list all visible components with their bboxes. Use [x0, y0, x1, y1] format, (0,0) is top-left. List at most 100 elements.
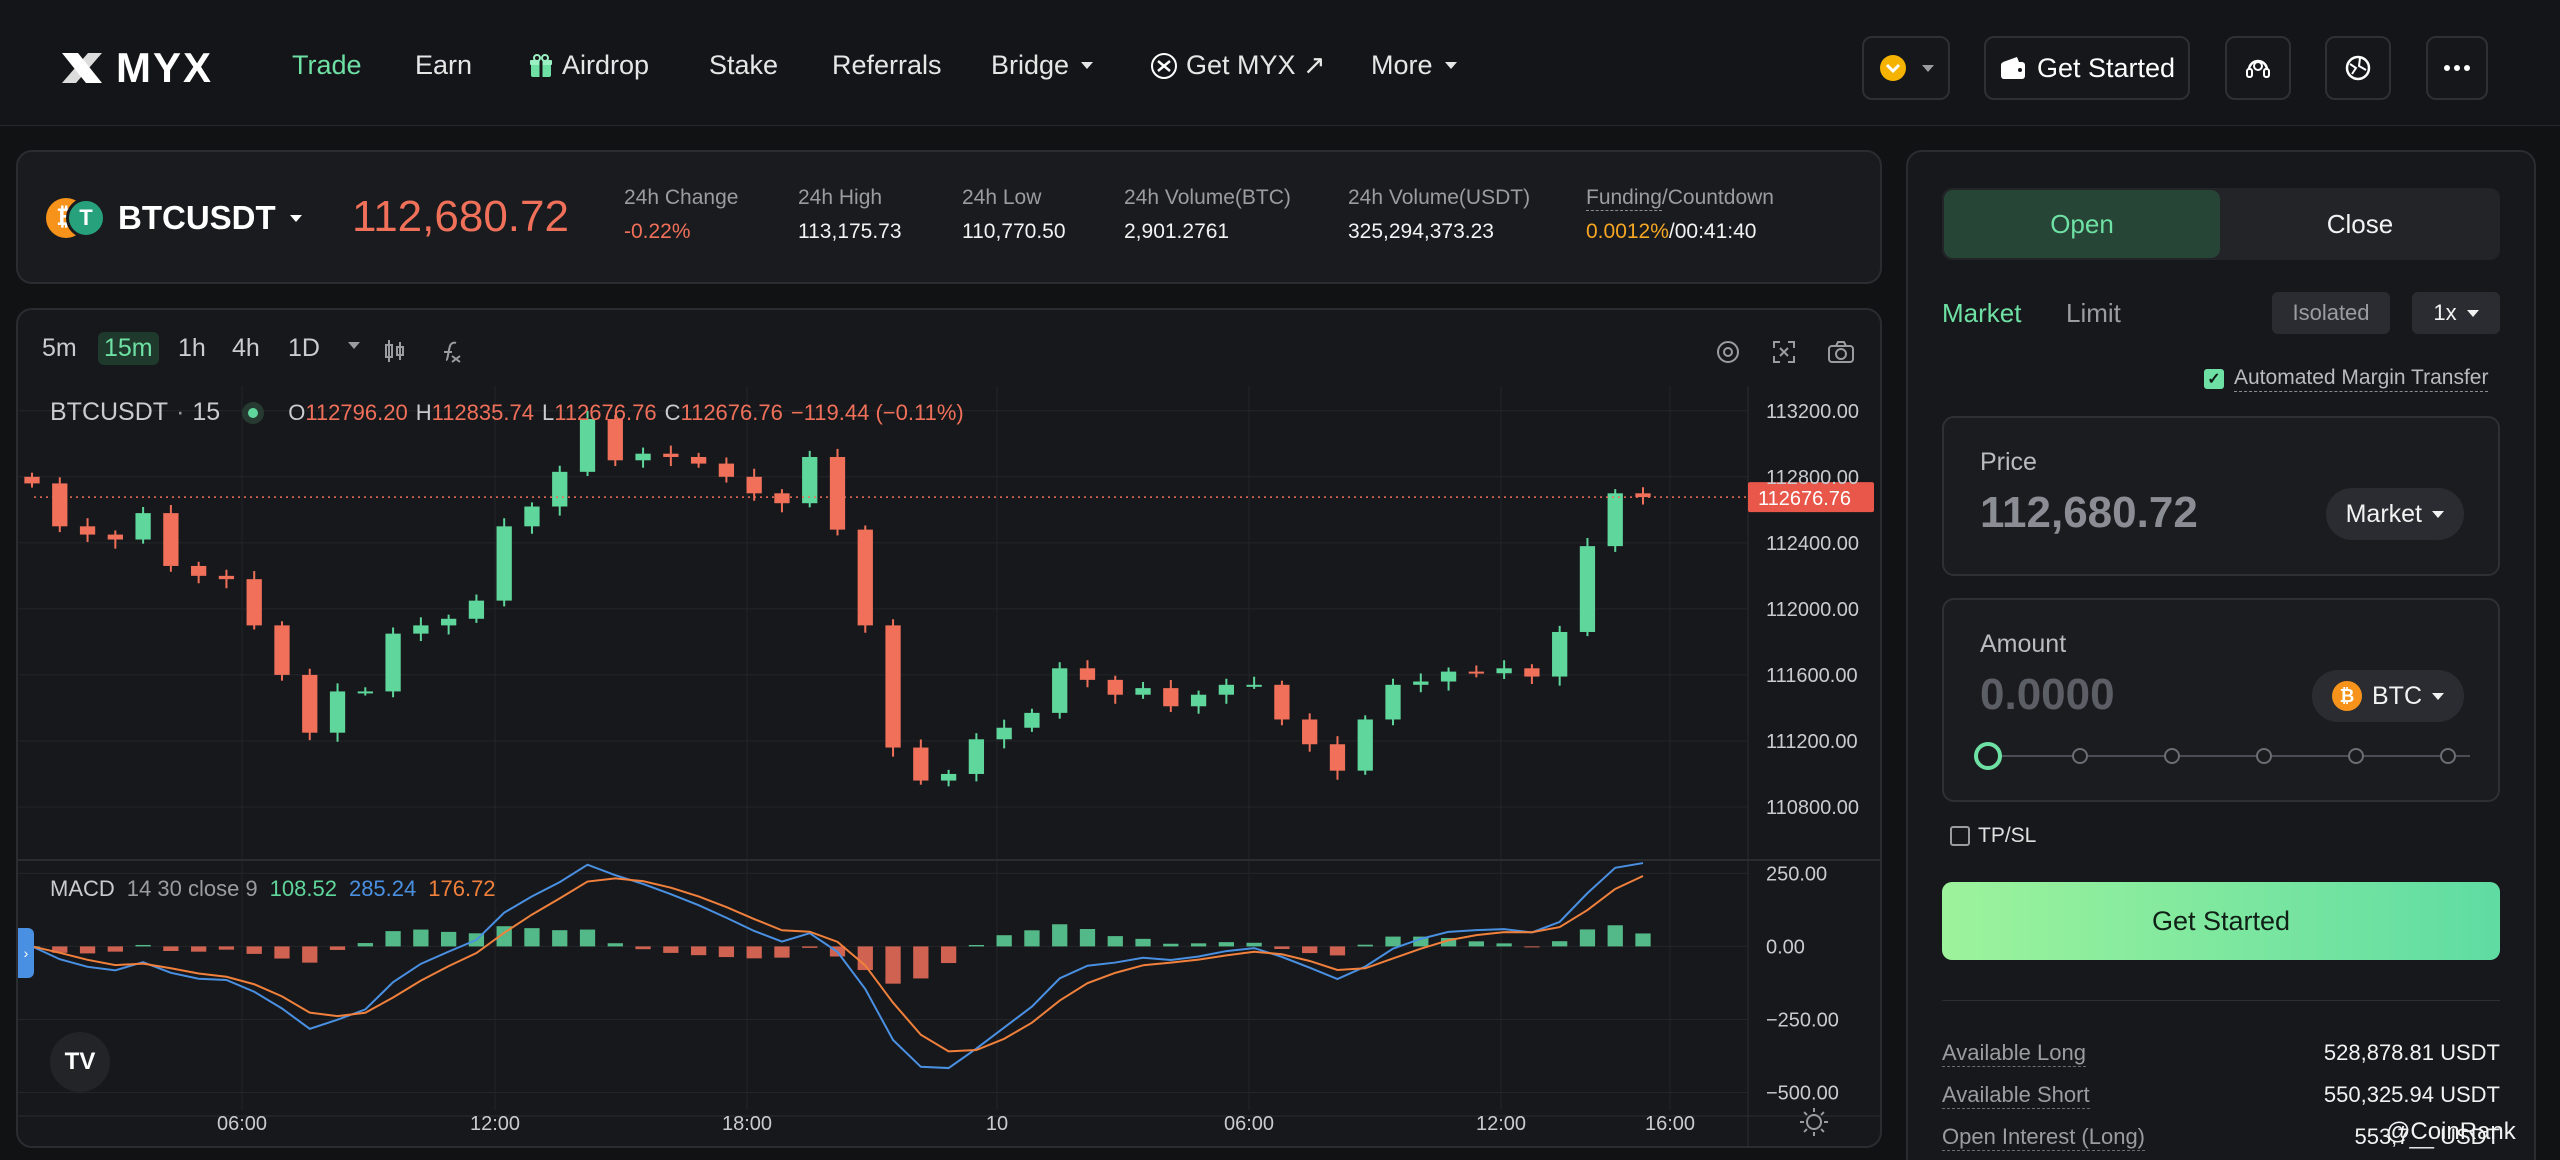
macd-histogram-bar — [774, 946, 790, 958]
price-mode-select[interactable]: Market — [2325, 488, 2464, 540]
info-label[interactable]: Open Interest (Long) — [1942, 1124, 2146, 1151]
macd-histogram-bar — [329, 946, 346, 950]
funding-label: Funding — [1586, 186, 1662, 211]
stat-24h-low: 24h Low 110,770.50 — [962, 186, 1066, 244]
macd-histogram-bar — [440, 931, 457, 947]
indicator-icon[interactable] — [438, 338, 464, 364]
info-value: 550,325.94 USDT — [2323, 1082, 2500, 1107]
network-selector-button[interactable] — [1862, 36, 1950, 100]
candle — [746, 476, 762, 494]
legend-c-label: C — [664, 399, 681, 425]
tpsl-toggle[interactable]: TP/SL — [1950, 824, 2036, 848]
candle — [1496, 668, 1512, 674]
candle — [1468, 671, 1484, 674]
stat-24h-high: 24h High 113,175.73 — [798, 186, 902, 244]
leverage-button[interactable]: 1x — [2412, 292, 2500, 334]
margin-mode-button[interactable]: Isolated — [2272, 292, 2390, 334]
macd-histogram-bar — [1579, 929, 1596, 947]
get-started-nav-button[interactable]: Get Started — [1984, 36, 2190, 100]
nav-more[interactable]: More — [1371, 50, 1457, 81]
macd-histogram-bar — [996, 935, 1012, 947]
price-chart-card: 112676.76 113200.00 112800.00 112400.00 1120… — [16, 308, 1882, 1148]
amount-field[interactable]: Amount 0.0000 ₿ BTC — [1942, 598, 2500, 802]
amount-unit-select[interactable]: ₿ BTC — [2312, 670, 2464, 722]
tradingview-logo-icon[interactable]: TV — [50, 1032, 110, 1092]
myx-logo[interactable]: MYX — [58, 44, 213, 92]
macd-histogram-bar — [413, 929, 429, 947]
macd-histogram-bar — [1107, 936, 1123, 947]
language-button[interactable] — [2325, 36, 2391, 100]
stat-label: 24h Change — [624, 186, 739, 209]
macd-histogram-bar — [857, 946, 873, 971]
macd-histogram-bar — [1635, 933, 1651, 947]
candle — [1635, 493, 1651, 498]
amount-percent-slider[interactable] — [1974, 736, 2476, 776]
macd-histogram-bar — [218, 946, 235, 950]
macd-histogram-bar — [579, 929, 596, 947]
pair-symbol: BTCUSDT — [118, 199, 276, 236]
timeframe-4h[interactable]: 4h — [232, 334, 260, 362]
candle — [940, 773, 957, 781]
macd-histogram-bar — [1079, 929, 1096, 947]
candle — [1440, 671, 1457, 682]
market-status-dot-icon — [242, 401, 265, 424]
get-started-button[interactable]: Get Started — [1942, 882, 2500, 960]
macd-histogram-bar — [1357, 944, 1373, 947]
settings-icon[interactable] — [1714, 338, 1742, 366]
nav-get-myx[interactable]: Get MYX ↗ — [1150, 50, 1326, 81]
order-type-market[interactable]: Market — [1942, 298, 2022, 328]
collapse-pane-handle[interactable]: › — [18, 928, 34, 978]
chevron-down-icon[interactable] — [348, 342, 360, 349]
candle-type-icon[interactable] — [382, 338, 408, 364]
time-axis-label: 12:00 — [1476, 1113, 1526, 1135]
candle — [1052, 668, 1068, 713]
amount-unit-value: BTC — [2372, 681, 2422, 710]
legend-low: 112676.76 — [554, 399, 657, 425]
camera-icon[interactable] — [1826, 338, 1856, 366]
timeframe-15m[interactable]: 15m — [98, 332, 159, 365]
price-axis-label: 111200.00 — [1766, 731, 1858, 753]
nav-referrals[interactable]: Referrals — [832, 50, 942, 81]
candle — [1079, 668, 1096, 680]
legend-high: 112835.74 — [431, 399, 534, 425]
candle — [1524, 668, 1540, 677]
candle — [107, 534, 123, 540]
nav-airdrop[interactable]: Airdrop — [528, 50, 649, 81]
macd-histogram-bar — [607, 943, 623, 947]
nav-earn[interactable]: Earn — [415, 50, 472, 81]
timeframe-1h[interactable]: 1h — [178, 334, 206, 362]
fullscreen-icon[interactable] — [1770, 338, 1798, 366]
timeframe-5m[interactable]: 5m — [42, 334, 77, 362]
nav-bridge[interactable]: Bridge — [991, 50, 1094, 81]
theme-toggle-icon[interactable] — [1800, 1108, 1828, 1136]
price-field[interactable]: Price 112,680.72 Market — [1942, 416, 2500, 576]
price-axis-label: 112000.00 — [1766, 599, 1859, 621]
order-type-limit[interactable]: Limit — [2066, 298, 2121, 328]
amount-input[interactable]: 0.0000 — [1980, 670, 2115, 719]
automated-margin-label: Automated Margin Transfer — [2234, 366, 2489, 392]
macd-histogram-bar — [357, 943, 373, 947]
more-options-button[interactable] — [2426, 36, 2488, 100]
info-label[interactable]: Available Long — [1942, 1040, 2086, 1067]
price-value: 112,680.72 — [1980, 488, 2198, 537]
price-chart[interactable]: 112676.76 113200.00 112800.00 112400.00 1120… — [18, 310, 1882, 1148]
candle — [968, 739, 985, 774]
macd-axis-label: 0.00 — [1766, 936, 1805, 958]
support-button[interactable] — [2225, 36, 2291, 100]
macd-histogram-bar — [1052, 924, 1068, 947]
macd-histogram-bar — [1468, 941, 1484, 947]
stat-funding-countdown[interactable]: Funding/Countdown 0.0012%/00:41:40 — [1586, 186, 1774, 244]
timeframe-1d[interactable]: 1D — [288, 334, 320, 362]
close-tab[interactable]: Close — [2326, 208, 2394, 239]
candle — [1274, 684, 1290, 720]
macd-histogram-bar — [635, 946, 651, 950]
candle — [1163, 688, 1179, 707]
open-tab[interactable]: Open — [1944, 190, 2220, 258]
candle — [1190, 694, 1207, 707]
nav-stake[interactable]: Stake — [709, 50, 778, 81]
macd-histogram-bar — [718, 946, 735, 958]
pair-selector[interactable]: ₿ T BTCUSDT — [46, 196, 302, 240]
nav-trade[interactable]: Trade — [292, 50, 362, 81]
automated-margin-transfer-toggle[interactable]: ✓ Automated Margin Transfer — [2204, 366, 2489, 392]
info-label[interactable]: Available Short — [1942, 1082, 2090, 1109]
